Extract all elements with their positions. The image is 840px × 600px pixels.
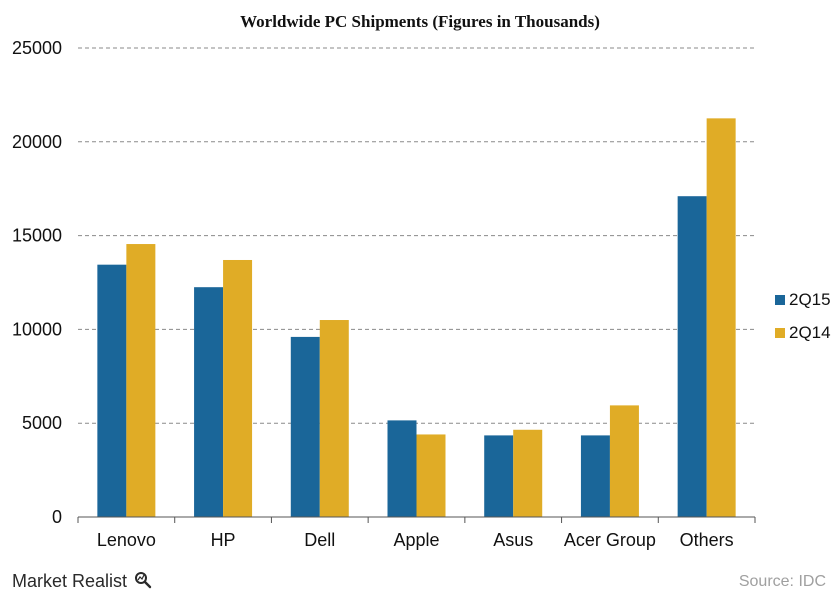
bar-2q14-asus	[513, 429, 543, 517]
bars	[97, 118, 736, 518]
y-tick-label: 15000	[12, 226, 62, 246]
brand-name: Market Realist	[12, 571, 127, 591]
x-category-label: Lenovo	[97, 530, 156, 550]
x-axis	[77, 516, 756, 523]
bar-2q15-lenovo	[97, 264, 127, 517]
gridlines	[78, 47, 755, 424]
x-category-label: Dell	[304, 530, 335, 550]
market-realist-logo: Market Realist	[12, 571, 152, 591]
x-category-label: HP	[211, 530, 236, 550]
bar-2q14-apple	[416, 434, 446, 517]
bar-2q14-others	[706, 118, 736, 517]
bar-2q14-lenovo	[126, 244, 156, 518]
bar-2q15-others	[677, 196, 707, 518]
bar-2q15-apple	[387, 420, 417, 517]
bar-2q14-acer-group	[609, 405, 639, 517]
x-category-label: Asus	[493, 530, 533, 550]
legend-swatch-2q14	[775, 328, 785, 338]
x-category-label: Others	[680, 530, 734, 550]
x-axis-labels: Lenovo HP Dell Apple Asus Acer Group Others	[97, 530, 734, 550]
y-tick-label: 10000	[12, 319, 62, 339]
bar-2q15-acer-group	[580, 435, 610, 517]
bar-2q15-hp	[194, 287, 224, 517]
legend-swatch-2q15	[775, 295, 785, 305]
source-note: Source: IDC	[739, 573, 826, 590]
legend: 2Q15 2Q14	[775, 290, 831, 342]
x-category-label: Apple	[393, 530, 439, 550]
bar-2q14-dell	[319, 320, 349, 517]
y-tick-label: 0	[52, 507, 62, 527]
y-tick-label: 5000	[22, 413, 62, 433]
chart-title: Worldwide PC Shipments (Figures in Thous…	[240, 12, 600, 31]
x-category-label: Acer Group	[564, 530, 656, 550]
legend-label-2q14: 2Q14	[789, 323, 831, 342]
bar-2q14-hp	[223, 259, 253, 517]
legend-label-2q15: 2Q15	[789, 290, 831, 309]
y-tick-label: 25000	[12, 38, 62, 58]
y-tick-label: 20000	[12, 132, 62, 152]
bar-2q15-asus	[484, 435, 514, 517]
y-axis-ticks: 0 5000 10000 15000 20000 25000	[12, 38, 62, 527]
magnifier-icon	[135, 572, 152, 589]
bar-2q15-dell	[290, 336, 320, 517]
